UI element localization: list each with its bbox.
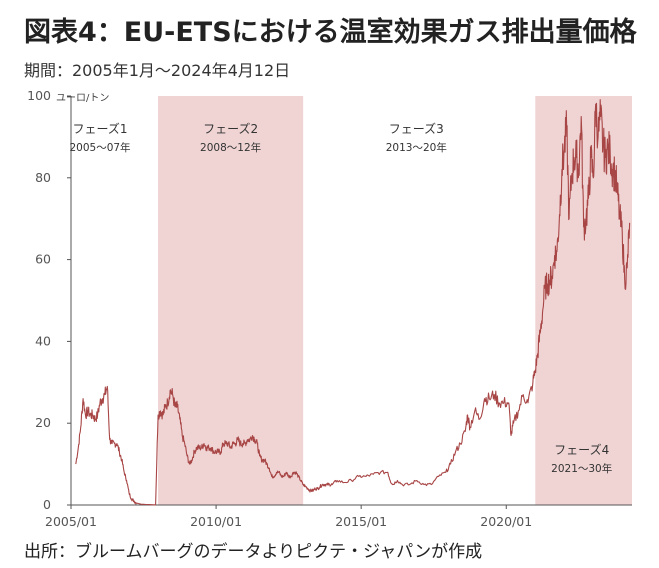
phase-band-2 xyxy=(158,96,304,505)
chart-title: 図表4：EU-ETSにおける温室効果ガス排出量価格 xyxy=(24,17,637,48)
phase-band-4 xyxy=(535,96,632,505)
phase-3-years: 2013～20年 xyxy=(386,141,447,154)
y-tick-label: 60 xyxy=(35,252,51,267)
y-unit-label: ユーロ/トン xyxy=(56,93,109,104)
chart-source: 出所：ブルームバーグのデータよりピクテ・ジャパンが作成 xyxy=(24,542,483,562)
x-tick-label: 2015/01 xyxy=(335,514,387,529)
y-tick-label: 40 xyxy=(35,333,51,348)
phase-3-name: フェーズ3 xyxy=(389,121,444,136)
phase-2-years: 2008～12年 xyxy=(200,141,261,154)
y-tick-label: 0 xyxy=(43,497,51,512)
price-series-line xyxy=(75,99,631,506)
x-tick-label: 2020/01 xyxy=(480,514,532,529)
phase-4-years: 2021～30年 xyxy=(551,462,612,475)
y-tick-label: 20 xyxy=(35,415,51,430)
x-tick-label: 2005/01 xyxy=(45,514,97,529)
y-tick-label: 80 xyxy=(35,170,51,185)
x-tick-label: 2010/01 xyxy=(190,514,242,529)
y-tick-label: 100 xyxy=(27,88,51,103)
phase-2-name: フェーズ2 xyxy=(203,121,258,136)
phase-1-years: 2005～07年 xyxy=(69,141,130,154)
phase-1-name: フェーズ1 xyxy=(72,121,127,136)
phase-4-name: フェーズ4 xyxy=(554,442,609,457)
chart-subtitle: 期間：2005年1月～2024年4月12日 xyxy=(24,61,291,80)
